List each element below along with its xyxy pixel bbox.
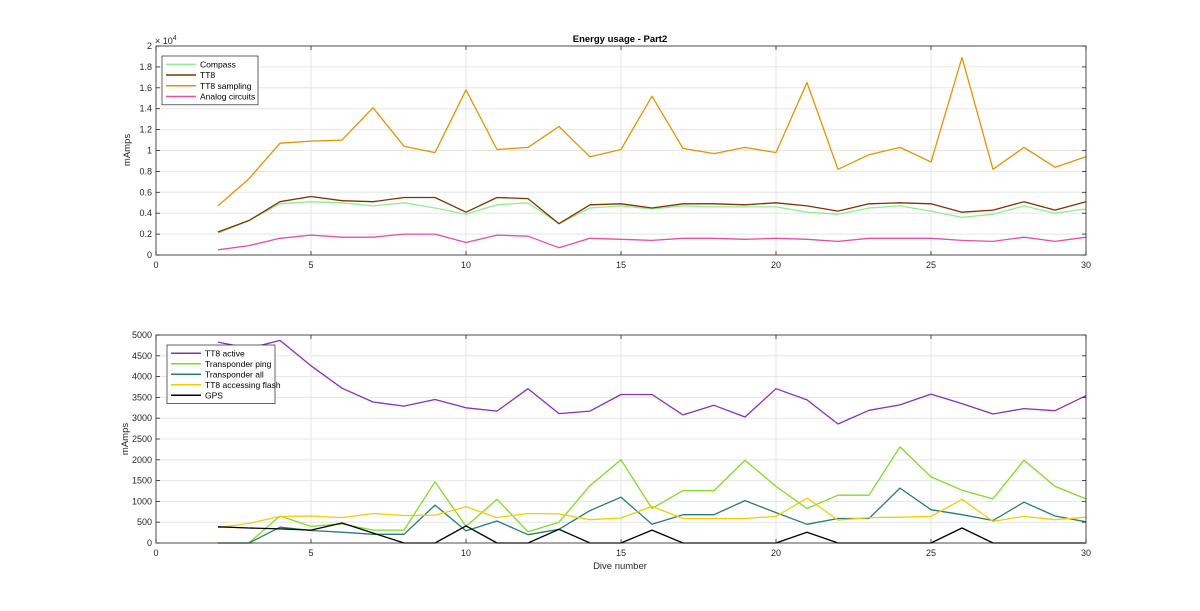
series-line-tt8-sampling — [217, 56, 1087, 207]
x-tick-label: 10 — [461, 548, 471, 558]
y-tick-label: 1.6 — [139, 83, 152, 93]
legend-entry-label: Analog circuits — [200, 91, 255, 101]
series-line-compass — [217, 201, 1087, 234]
y-tick-label: 0 — [147, 538, 152, 548]
x-tick-label: 5 — [308, 548, 313, 558]
y-tick-label: 1.8 — [139, 62, 152, 72]
top-panel-exponent-power: 4 — [173, 35, 177, 42]
x-tick-label: 30 — [1081, 260, 1091, 270]
legend-entry-label: GPS — [205, 390, 223, 400]
energy-usage-bottom-panel: 0 5 10 15 20 25 30 0 500 1000 1500 2000 2500 3000 3500… — [120, 330, 1091, 572]
series-line-tt8-accessing-flash — [217, 497, 1087, 529]
x-tick-label: 0 — [153, 548, 158, 558]
series-line-tt8 — [217, 195, 1087, 233]
y-tick-label: 3000 — [132, 413, 152, 423]
x-tick-label: 20 — [771, 548, 781, 558]
bottom-panel-axes-frame — [155, 334, 1087, 544]
y-tick-label: 0.2 — [139, 229, 152, 239]
y-tick-label: 0.8 — [139, 166, 152, 176]
y-tick-label: 2000 — [132, 455, 152, 465]
x-tick-label: 15 — [616, 548, 626, 558]
x-tick-label: 30 — [1081, 548, 1091, 558]
bottom-panel-grid — [155, 334, 1087, 544]
y-tick-label: 2 — [147, 41, 152, 51]
top-panel-axes-frame — [155, 45, 1087, 256]
top-panel-grid — [155, 45, 1087, 256]
series-line-transponder-ping — [218, 446, 1087, 544]
y-tick-label: 4000 — [132, 372, 152, 382]
legend-entry-label: Transponder all — [205, 369, 264, 379]
bottom-panel-xlabel: Dive number — [593, 561, 647, 572]
top-panel-tick-labels: 0 5 10 15 20 25 30 0 0.2 0.4 0.6 0.8 1 1.2 1.4 1.6 1.8 2 — [139, 41, 1091, 270]
x-tick-label: 25 — [926, 260, 936, 270]
bottom-panel-ylabel: mAmps — [120, 423, 131, 455]
y-tick-label: 0.4 — [139, 208, 152, 218]
y-tick-label: 2500 — [132, 434, 152, 444]
x-tick-label: 20 — [771, 260, 781, 270]
top-panel-exponent-label: × 104 — [155, 35, 177, 46]
y-tick-label: 5000 — [132, 330, 152, 340]
y-tick-label: 1000 — [132, 496, 152, 506]
y-tick-label: 1.4 — [139, 104, 152, 114]
x-tick-label: 25 — [926, 548, 936, 558]
x-tick-label: 5 — [308, 260, 313, 270]
legend-entry-label: TT8 — [200, 70, 215, 80]
y-tick-label: 0.6 — [139, 187, 152, 197]
top-panel-exponent-base: × 10 — [155, 36, 173, 46]
y-tick-label: 1 — [147, 146, 152, 156]
x-tick-label: 15 — [616, 260, 626, 270]
bottom-panel-series — [217, 339, 1087, 544]
top-panel-series — [217, 56, 1087, 251]
y-tick-label: 4500 — [132, 351, 152, 361]
y-tick-label: 0 — [147, 250, 152, 260]
x-tick-label: 0 — [153, 260, 158, 270]
energy-usage-top-panel: 0 5 10 15 20 25 3000.20.40.60.811.21.41.61.82 … — [122, 34, 1091, 270]
top-panel-title: Energy usage - Part2 — [573, 34, 668, 45]
y-tick-label: 500 — [137, 517, 152, 527]
x-tick-label: 10 — [461, 260, 471, 270]
legend-entry-label: Transponder ping — [205, 359, 272, 369]
series-line-analog-circuits — [217, 233, 1087, 251]
legend-entry-label: TT8 sampling — [200, 81, 252, 91]
bottom-panel-tick-labels: 0 5 10 15 20 25 30 0 500 1000 1500 2000 2500 3000 3500… — [132, 330, 1091, 558]
y-tick-label: 3500 — [132, 392, 152, 402]
series-line-tt8-active — [217, 339, 1087, 425]
legend-entry-label: TT8 accessing flash — [205, 380, 281, 390]
series-line-gps — [217, 522, 1086, 544]
y-tick-label: 1.2 — [139, 125, 152, 135]
top-panel-ylabel: mAmps — [122, 134, 133, 166]
y-tick-label: 1500 — [132, 476, 152, 486]
legend-entry-label: TT8 active — [205, 348, 245, 358]
legend-entry-label: Compass — [200, 59, 236, 69]
